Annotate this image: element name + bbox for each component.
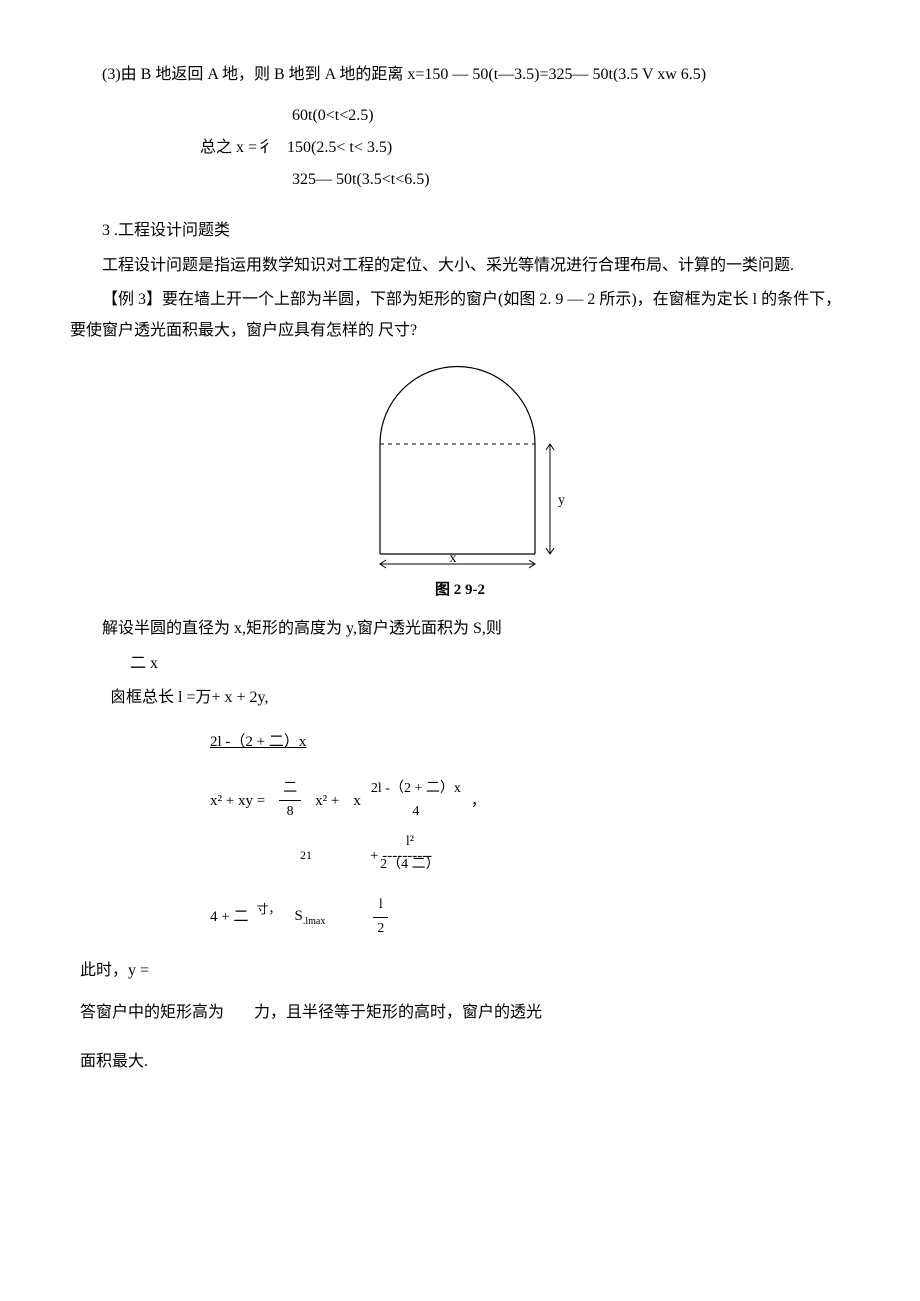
frac-pi-8: 二 8 xyxy=(279,778,301,824)
answer-block: 答窗户中的矩形高为 力，且半径等于矩形的高时，窗户的透光 面积最大. xyxy=(70,998,850,1077)
label-y: y xyxy=(558,493,565,508)
frac-right: 2l -（2 + 二）x 4 xyxy=(367,778,465,823)
example-3: 【例 3】要在墙上开一个上部为半圆，下部为矩形的窗户(如图 2. 9 — 2 所… xyxy=(70,285,850,346)
piecewise-row-2-val: 150(2.5< t< 3.5) xyxy=(287,139,392,156)
row3-bot: 2（4 二） xyxy=(376,854,444,876)
frac-right-den: 4 xyxy=(367,801,465,823)
s-sub: .lmax xyxy=(303,916,326,927)
underline-expr: 2l -（2 + 二）x xyxy=(210,734,306,750)
label-x: x xyxy=(450,551,457,566)
row4-left: 4 + 二 xyxy=(210,905,248,929)
frac-right-num: 2l -（2 + 二）x xyxy=(367,778,465,800)
expr-mid-after: x² + xyxy=(315,789,339,813)
math-block: 2l -（2 + 二）x x² + xy = 二 8 x² + x 2l -（2… xyxy=(70,730,850,940)
piecewise-row-1: 60t(0<t<2.5) xyxy=(200,100,850,132)
s-letter: S xyxy=(294,908,302,924)
piecewise-row-2: 总之 x =彳 150(2.5< t< 3.5) xyxy=(200,132,850,164)
section-number: 3 .工程设计问题类 xyxy=(70,216,850,246)
frac-num: 二 xyxy=(279,778,301,801)
frame-total: 囪框总长 l =万+ x + 2y, xyxy=(70,683,850,713)
expr-left: x² + xy = xyxy=(210,789,265,813)
answer-2: 面积最大. xyxy=(70,1047,850,1077)
window-diagram-svg: y x xyxy=(350,364,570,574)
row4-cun: 寸， xyxy=(256,900,280,919)
row4-S: S.lmax xyxy=(294,904,325,930)
section-text: 工程设计问题是指运用数学知识对工程的定位、大小、采光等情况进行合理布局、计算的一… xyxy=(70,251,850,281)
solution-set: 解设半圆的直径为 x,矩形的高度为 y,窗户透光面积为 S,则 xyxy=(70,614,850,644)
frac-l-den: 2 xyxy=(373,918,388,940)
example-body: 要在墙上开一个上部为半圆，下部为矩形的窗户(如图 2. 9 — 2 所示)，在窗… xyxy=(70,291,841,338)
paragraph-return: (3)由 B 地返回 A 地，则 B 地到 A 地的距离 x=150 — 50(… xyxy=(70,60,850,90)
frac-l-2: l 2 xyxy=(373,894,388,940)
figure-window: y x 图 2 9-2 xyxy=(70,364,850,605)
row3-left: 21 xyxy=(300,846,312,865)
expr-right-x: x xyxy=(353,789,361,813)
y-equals: 此时，y = xyxy=(70,956,850,986)
frac-l-num: l xyxy=(373,894,388,917)
answer-mid: 力，且半径等于矩形的高时，窗户的透光 xyxy=(254,998,542,1028)
piecewise-row-3: 325— 50t(3.5<t<6.5) xyxy=(200,164,850,196)
example-head: 【例 3】 xyxy=(102,291,162,308)
comma: ， xyxy=(471,789,486,813)
row3-top: l² xyxy=(376,831,444,853)
piecewise-function: 60t(0<t<2.5) 总之 x =彳 150(2.5< t< 3.5) 32… xyxy=(70,100,850,196)
piecewise-label: 总之 x =彳 xyxy=(200,132,273,164)
pi-x-line: 二 x xyxy=(70,649,850,679)
frac-den: 8 xyxy=(279,801,301,823)
answer-1: 答窗户中的矩形高为 xyxy=(80,998,224,1028)
figure-caption: 图 2 9-2 xyxy=(70,576,850,605)
